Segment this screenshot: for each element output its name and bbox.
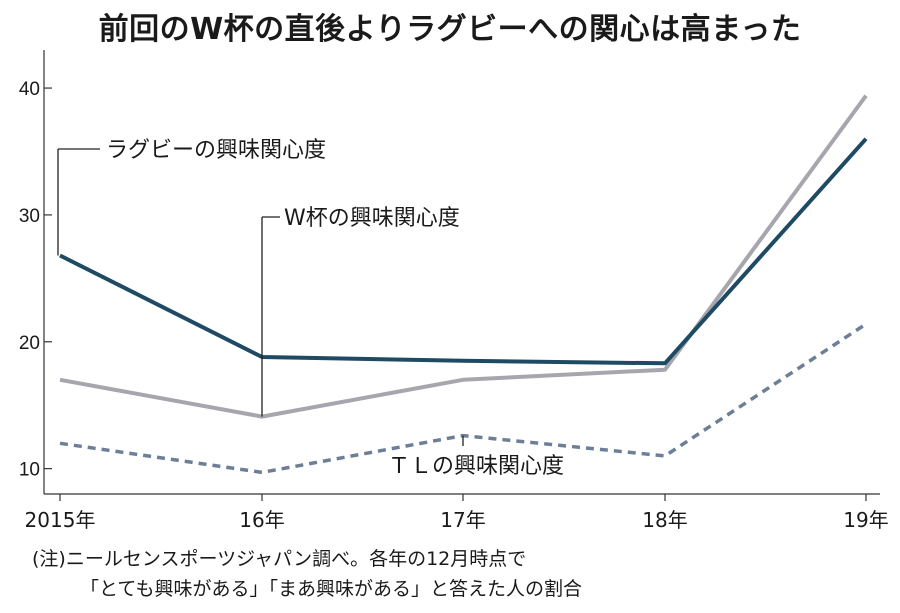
x-tick-label: 18年 <box>642 508 687 532</box>
y-tick-label: 40 <box>19 79 40 100</box>
series-line-2 <box>59 322 867 475</box>
x-tick-label: 19年 <box>843 508 888 532</box>
x-tick-label: 17年 <box>440 508 485 532</box>
series-label: ＴＬの興味関心度 <box>388 454 564 479</box>
y-tick-label: 20 <box>19 333 40 354</box>
y-tick-label: 10 <box>19 460 40 481</box>
x-tick-label: 16年 <box>239 508 284 532</box>
series-label: ラグビーの興味関心度 <box>106 138 326 163</box>
series-line-1 <box>59 94 868 419</box>
y-tick-label: 30 <box>19 206 40 227</box>
footnote-line-2: 「とても興味がある」「まあ興味がある」と答えた人の割合 <box>80 578 582 600</box>
series-label: W杯の興味関心度 <box>284 206 460 231</box>
chart-title: 前回のW杯の直後よりラグビーへの関心は高まった <box>98 12 802 47</box>
series-line-0 <box>59 137 868 366</box>
x-tick-label: 2015年 <box>25 508 96 532</box>
footnote-line-1: (注)ニールセンスポーツジャパン調べ。各年の12月時点で <box>32 548 527 570</box>
